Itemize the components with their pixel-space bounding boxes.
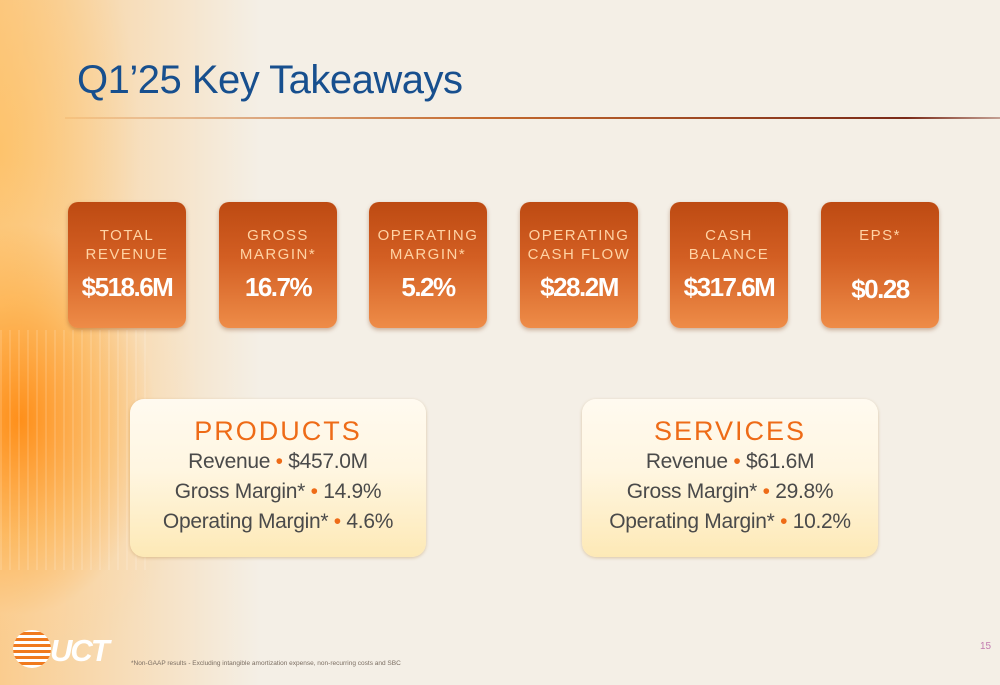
segment-row-operating-margin: Operating Margin* • 4.6% (130, 507, 426, 537)
segment-row-gross-margin: Gross Margin* • 29.8% (582, 477, 878, 507)
row-value: $457.0M (288, 450, 368, 473)
segment-card-services: SERVICES Revenue • $61.6M Gross Margin* … (582, 399, 878, 557)
logo-wordmark: UCT (50, 633, 113, 668)
segment-title: SERVICES (653, 416, 807, 446)
bullet-separator: • (762, 480, 770, 503)
segment-card-products: PRODUCTS Revenue • $457.0M Gross Margin*… (130, 399, 426, 557)
metric-label-line1: EPS* (859, 227, 901, 244)
metric-label: OPERATING MARGIN* (369, 226, 487, 264)
segment-row-gross-margin: Gross Margin* • 14.9% (130, 477, 426, 507)
title-divider (65, 117, 1000, 119)
footnote: *Non-GAAP results - Excluding intangible… (131, 660, 401, 667)
metric-label-line1: CASH (705, 227, 753, 244)
metric-tile-operating-cash-flow: OPERATING CASH FLOW $28.2M (520, 202, 638, 328)
row-value: 14.9% (323, 480, 382, 503)
metric-value: 5.2% (401, 272, 456, 302)
row-label: Revenue (645, 450, 728, 473)
metric-tile-eps: EPS* $0.28 (821, 202, 939, 328)
page-number: 15 (980, 641, 992, 652)
metric-value: $0.28 (851, 274, 910, 304)
metric-label-line1: TOTAL (99, 227, 155, 244)
decorative-circuit-lines (0, 330, 150, 570)
metric-label-line2: MARGIN* (389, 246, 467, 263)
row-value: 10.2% (792, 510, 851, 533)
metric-label: CASH BALANCE (670, 226, 788, 264)
segment-row-revenue: Revenue • $457.0M (130, 447, 426, 477)
bullet-separator: • (275, 450, 283, 473)
row-label: Operating Margin* (162, 510, 329, 533)
row-label: Gross Margin* (626, 480, 758, 503)
metric-label: TOTAL REVENUE (68, 226, 186, 264)
metric-label-line2: CASH FLOW (527, 246, 631, 263)
row-label: Revenue (188, 450, 271, 473)
bullet-separator: • (780, 510, 788, 533)
row-value: 4.6% (346, 510, 394, 533)
metric-label-line2: BALANCE (688, 246, 770, 263)
uct-logo: UCT (13, 630, 115, 668)
row-value: 29.8% (775, 480, 834, 503)
metric-label: EPS* (821, 226, 939, 245)
decorative-background-glow (0, 0, 260, 685)
metric-label-line1: OPERATING (377, 227, 479, 244)
metric-value: 16.7% (244, 272, 313, 302)
metric-value: $518.6M (81, 272, 174, 302)
metric-label-line1: OPERATING (528, 227, 630, 244)
slide-title: Q1’25 Key Takeaways (77, 58, 463, 102)
bullet-separator: • (333, 510, 341, 533)
metric-label-line1: GROSS (247, 227, 309, 244)
metric-tile-cash-balance: CASH BALANCE $317.6M (670, 202, 788, 328)
row-label: Operating Margin* (609, 510, 775, 533)
segment-row-operating-margin: Operating Margin* • 10.2% (582, 507, 878, 537)
metric-tile-gross-margin: GROSS MARGIN* 16.7% (219, 202, 337, 328)
segment-row-revenue: Revenue • $61.6M (582, 447, 878, 477)
segment-title: PRODUCTS (194, 416, 362, 446)
metric-label: GROSS MARGIN* (219, 226, 337, 264)
metric-tile-total-revenue: TOTAL REVENUE $518.6M (68, 202, 186, 328)
metric-label-line2: REVENUE (85, 246, 169, 263)
metric-value: $317.6M (683, 272, 776, 302)
bullet-separator: • (733, 450, 741, 473)
row-value: $61.6M (745, 450, 815, 473)
metric-label: OPERATING CASH FLOW (520, 226, 638, 264)
metric-value: $28.2M (540, 272, 619, 302)
bullet-separator: • (310, 480, 318, 503)
row-label: Gross Margin* (174, 480, 306, 503)
metric-tile-operating-margin: OPERATING MARGIN* 5.2% (369, 202, 487, 328)
metric-label-line2: MARGIN* (239, 246, 317, 263)
